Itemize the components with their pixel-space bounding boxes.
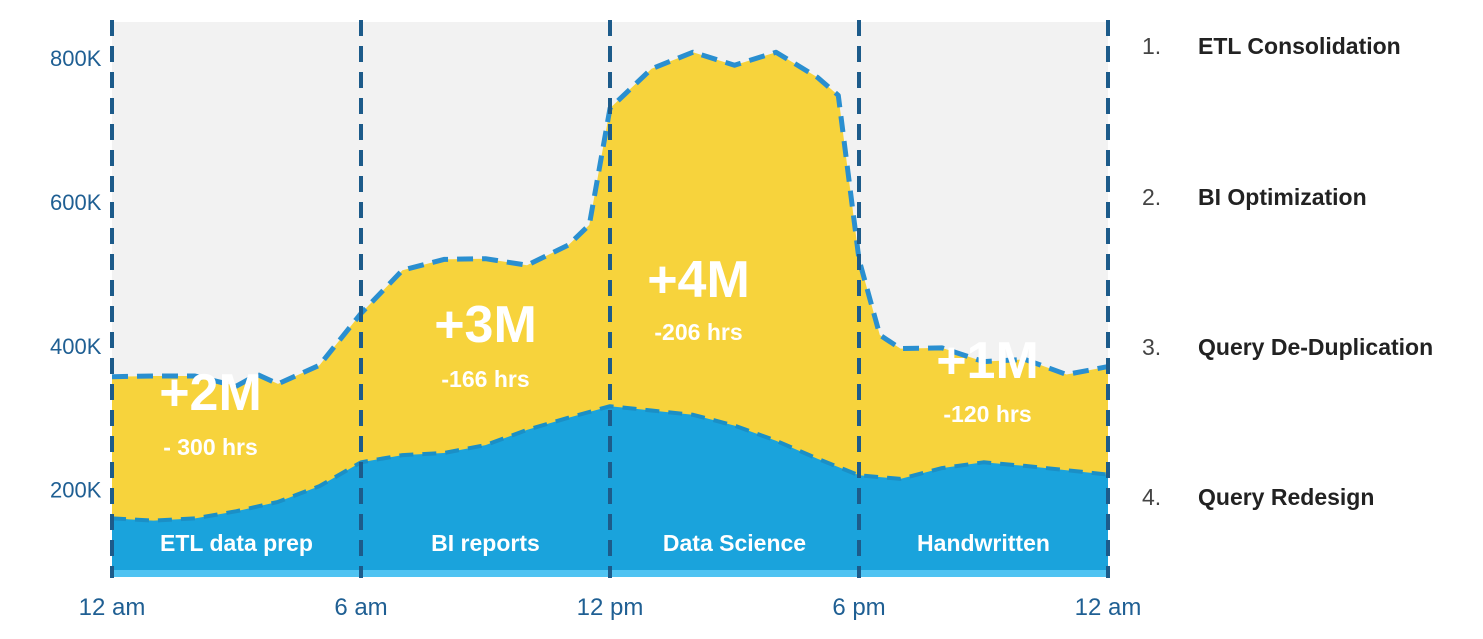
hours-label: -206 hrs [654,319,742,345]
legend-item-query-redesign: 4. Query Redesign [1142,484,1374,511]
y-tick-label: 400K [50,334,102,359]
segment-label: BI reports [431,530,540,556]
hours-label: -120 hrs [943,401,1031,427]
y-tick-label: 800K [50,46,102,71]
gain-label: +3M [434,296,537,354]
legend-label: Query Redesign [1198,484,1375,510]
legend: 1. ETL Consolidation 2. BI Optimization 3.… [1142,0,1482,639]
legend-label: Query De-Duplication [1198,334,1434,360]
x-tick-label: 6 am [334,594,387,621]
x-tick-label: 6 pm [832,594,885,621]
legend-number: 1. [1142,33,1162,59]
segment-label: Data Science [663,530,806,556]
x-tick-label: 12 am [1075,594,1140,621]
gain-label: +4M [647,251,750,309]
x-tick-label: 12 am [79,594,146,621]
segment-label: Handwritten [917,530,1050,556]
legend-label: ETL Consolidation [1198,33,1401,59]
x-axis-ticks: 12 am 6 am 12 pm 6 pm 12 am [79,594,1140,621]
blue-area-outline [111,404,1109,523]
legend-number: 2. [1142,184,1162,210]
y-tick-label: 600K [50,190,102,215]
legend-item-etl-consolidation: 1. ETL Consolidation [1142,33,1401,60]
legend-label: BI Optimization [1198,184,1367,210]
x-tick-label: 12 pm [577,594,644,621]
gain-label: +1M [936,332,1039,390]
segment-label: ETL data prep [160,530,313,556]
segment-annotations: +2M - 300 hrs ETL data prep +3M -166 hrs BI r… [159,251,1050,556]
gain-label: +2M [159,364,262,422]
legend-number: 3. [1142,334,1162,360]
hours-label: -166 hrs [441,366,529,392]
y-axis-ticks: 200K 400K 600K 800K [50,46,102,503]
segment-dividers [110,20,1110,578]
legend-item-bi-optimization: 2. BI Optimization [1142,184,1367,211]
hours-label: - 300 hrs [163,434,258,460]
legend-number: 4. [1142,484,1162,510]
y-tick-label: 200K [50,478,102,503]
legend-item-query-de-duplication: 3. Query De-Duplication [1142,334,1433,361]
